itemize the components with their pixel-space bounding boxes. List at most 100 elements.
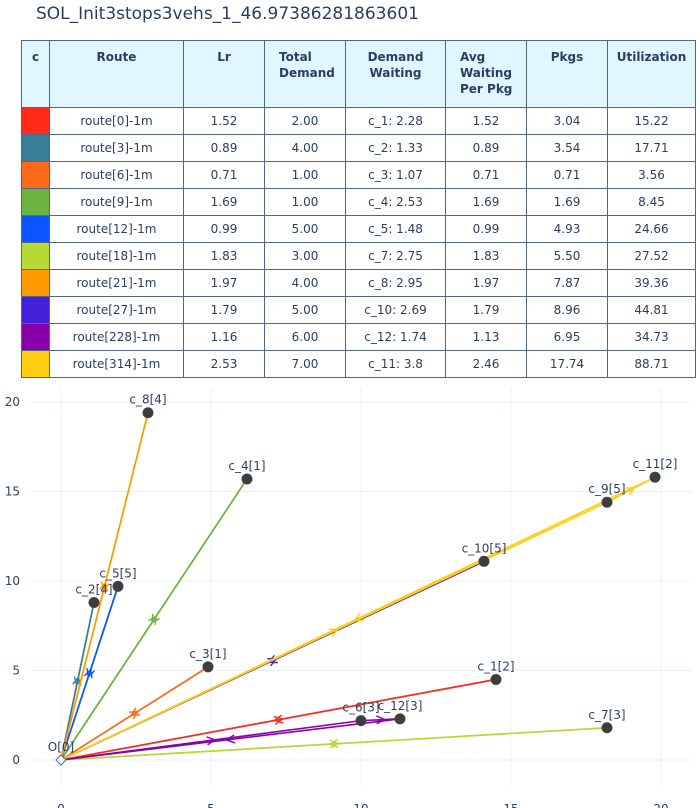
route-segment (60, 678, 497, 761)
y-tick-label: 0 (12, 753, 20, 767)
y-tick-label: 15 (5, 485, 20, 499)
customer-label: c_5[5] (99, 566, 136, 580)
axis-ticks: 0 5 10 15 20 0 5 10 15 20 (5, 395, 669, 808)
pkgs-cell: 8.96 (526, 296, 608, 324)
route-cell: route[6]-1m (49, 161, 184, 189)
route-arrow (328, 739, 339, 749)
demand-waiting-cell: c_10: 2.69 (345, 296, 446, 324)
utilization-cell: 88.71 (607, 350, 696, 378)
routes-table: c Route Lr Total Demand Demand Waiting A… (21, 40, 696, 378)
avg-waiting-cell: 0.99 (445, 215, 527, 243)
x-tick-label: 5 (207, 802, 215, 808)
lr-cell: 1.69 (183, 188, 265, 216)
table-row: route[228]-1m 1.16 6.00 c_12: 1.74 1.13 6.95 3… (21, 323, 696, 351)
route-cell: route[314]-1m (49, 350, 184, 378)
total-demand-cell: 4.00 (264, 134, 346, 162)
customer-label: c_11[2] (633, 457, 678, 471)
customer-label: c_4[1] (228, 459, 265, 473)
customer-point (112, 580, 124, 592)
total-demand-cell: 5.00 (264, 215, 346, 243)
customer-point (142, 407, 154, 419)
route-cell: route[9]-1m (49, 188, 184, 216)
route-segment (60, 718, 401, 761)
column-header-avg-waiting: Avg Waiting Per Pkg (445, 40, 527, 108)
table-row: route[21]-1m 1.97 4.00 c_8: 2.95 1.97 7.87 39.… (21, 269, 696, 297)
utilization-cell: 17.71 (607, 134, 696, 162)
route-color-swatch (21, 188, 50, 216)
route-cell: route[18]-1m (49, 242, 184, 270)
route-segment (60, 586, 119, 761)
demand-waiting-cell: c_12: 1.74 (345, 323, 446, 351)
avg-waiting-cell: 0.89 (445, 134, 527, 162)
column-header-demand-waiting: Demand Waiting (345, 40, 446, 108)
route-cell: route[27]-1m (49, 296, 184, 324)
customer-point (601, 496, 613, 508)
total-demand-cell: 2.00 (264, 107, 346, 135)
table-body: route[0]-1m 1.52 2.00 c_1: 2.28 1.52 3.04 15.2… (21, 107, 696, 378)
route-arrow (129, 707, 141, 717)
customer-point (478, 555, 490, 567)
route-color-swatch (21, 215, 50, 243)
table-row: route[3]-1m 0.89 4.00 c_2: 1.33 0.89 3.54 17.7… (21, 134, 696, 162)
utilization-cell: 34.73 (607, 323, 696, 351)
utilization-cell: 15.22 (607, 107, 696, 135)
avg-waiting-cell: 1.97 (445, 269, 527, 297)
column-header-utilization: Utilization (607, 40, 696, 108)
table-row: route[12]-1m 0.99 5.00 c_5: 1.48 0.99 4.93 24.… (21, 215, 696, 243)
customer-label: c_12[3] (378, 699, 423, 713)
route-arrow (328, 628, 340, 637)
route-arrow (224, 734, 236, 744)
column-header-lr: Lr (183, 40, 265, 108)
customer-label: c_1[2] (477, 659, 514, 673)
y-tick-label: 10 (5, 574, 20, 588)
customer-label: c_10[5] (462, 541, 507, 555)
customer-label: c_8[4] (129, 393, 166, 407)
plot-grid (31, 387, 691, 787)
route-lines (60, 412, 656, 761)
utilization-cell: 24.66 (607, 215, 696, 243)
route-arrow (100, 581, 110, 592)
avg-waiting-cell: 1.13 (445, 323, 527, 351)
utilization-cell: 27.52 (607, 242, 696, 270)
x-tick-label: 10 (353, 802, 368, 808)
lr-cell: 1.83 (183, 242, 265, 270)
route-arrow (206, 736, 217, 746)
lr-cell: 1.79 (183, 296, 265, 324)
avg-waiting-cell: 1.69 (445, 188, 527, 216)
column-header-c: c (21, 40, 50, 108)
column-header-total-demand: Total Demand (264, 40, 346, 108)
x-tick-label: 20 (653, 802, 668, 808)
customer-point (649, 471, 661, 483)
customer-label: c_3[1] (189, 647, 226, 661)
pkgs-cell: 3.54 (526, 134, 608, 162)
lr-cell: 1.97 (183, 269, 265, 297)
route-scatter-plot: 0510152005101520 O[0]c_1[2]c_2[4]c_3[1]c… (5, 387, 691, 808)
route-segment (60, 602, 95, 761)
route-segment (60, 476, 656, 761)
avg-waiting-cell: 1.52 (445, 107, 527, 135)
lr-cell: 0.89 (183, 134, 265, 162)
pkgs-cell: 6.95 (526, 323, 608, 351)
avg-waiting-cell: 1.83 (445, 242, 527, 270)
route-arrow (86, 668, 96, 679)
demand-waiting-cell: c_1: 2.28 (345, 107, 446, 135)
customer-point (355, 715, 367, 727)
table-row: route[0]-1m 1.52 2.00 c_1: 2.28 1.52 3.04 15.2… (21, 107, 696, 135)
lr-cell: 1.52 (183, 107, 265, 135)
table-row: route[18]-1m 1.83 3.00 c_7: 2.75 1.83 5.50 27.… (21, 242, 696, 270)
pkgs-cell: 1.69 (526, 188, 608, 216)
y-tick-label: 20 (5, 395, 20, 409)
utilization-cell: 44.81 (607, 296, 696, 324)
route-color-swatch (21, 107, 50, 135)
x-tick-label: 15 (503, 802, 518, 808)
pkgs-cell: 4.93 (526, 215, 608, 243)
demand-waiting-cell: c_5: 1.48 (345, 215, 446, 243)
pkgs-cell: 17.74 (526, 350, 608, 378)
customer-nodes: O[0] c_1[2] c_2[4] c_3[1] c_4[1] c_5[5] c_6[3]… (48, 393, 678, 766)
route-color-swatch (21, 323, 50, 351)
pkgs-cell: 5.50 (526, 242, 608, 270)
total-demand-cell: 6.00 (264, 323, 346, 351)
table-row: route[6]-1m 0.71 1.00 c_3: 1.07 0.71 0.71 3.56 (21, 161, 696, 189)
lr-cell: 0.71 (183, 161, 265, 189)
route-cell: route[21]-1m (49, 269, 184, 297)
